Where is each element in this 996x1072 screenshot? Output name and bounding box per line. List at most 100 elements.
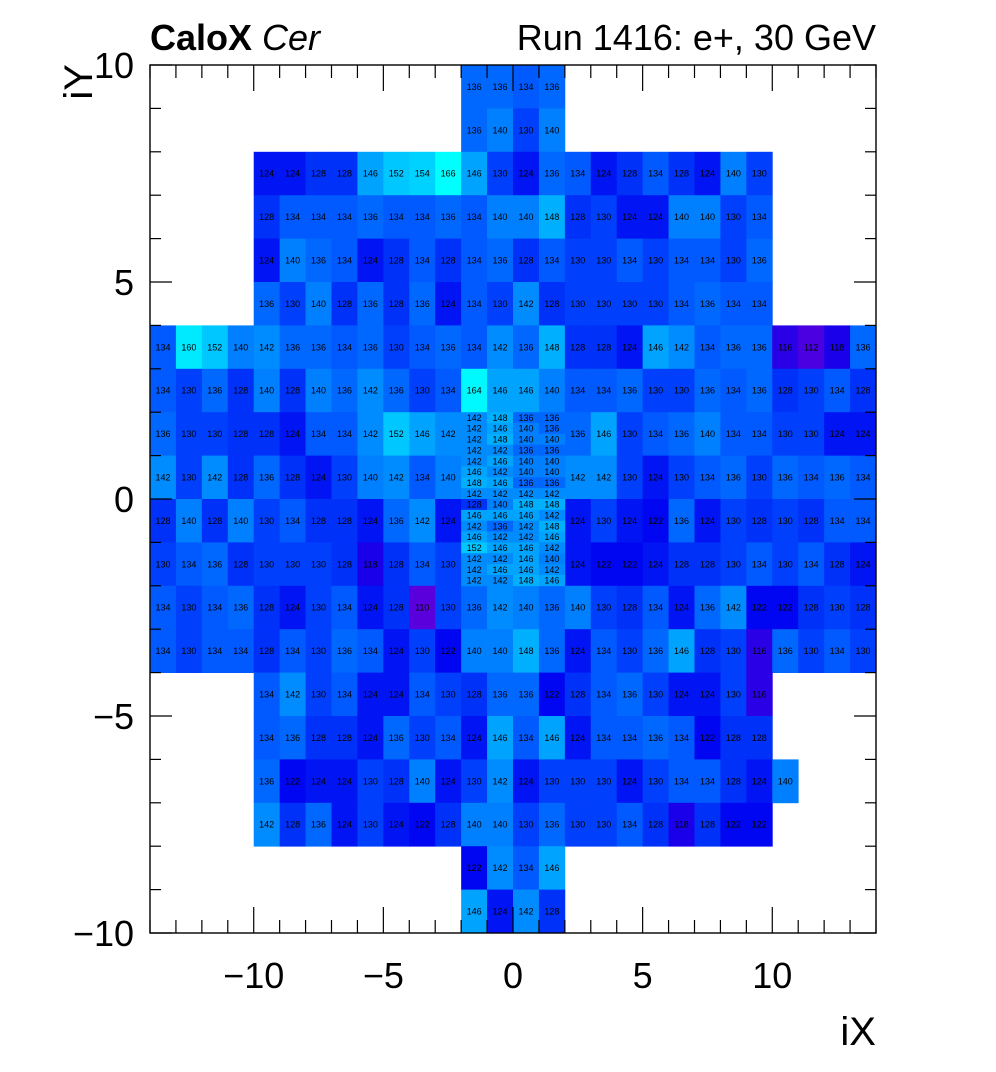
cell-value-label: 140 xyxy=(311,299,326,309)
cell-value-label: 134 xyxy=(648,429,663,439)
heatmap-cell xyxy=(746,325,773,370)
cell-value-label: 130 xyxy=(415,733,430,743)
cell-value-label: 146 xyxy=(493,456,508,466)
cell-value-label: 124 xyxy=(700,690,715,700)
cell-value-label: 140 xyxy=(674,212,689,222)
heatmap-cell xyxy=(175,368,203,413)
cell-value-label: 146 xyxy=(493,424,508,434)
heatmap-cell xyxy=(461,488,488,500)
heatmap-cell xyxy=(720,151,747,196)
cell-value-label: 130 xyxy=(311,646,326,656)
cell-value-label: 134 xyxy=(674,256,689,266)
heatmap-cell xyxy=(513,423,540,435)
cell-value-label: 130 xyxy=(778,516,793,526)
heatmap-cell xyxy=(538,889,566,934)
cell-value-label: 130 xyxy=(259,559,274,569)
heatmap-cell xyxy=(305,455,332,500)
cell-value-label: 130 xyxy=(467,776,482,786)
heatmap-cell xyxy=(175,412,203,456)
chart-title-right: Run 1416: e+, 30 GeV xyxy=(517,17,876,58)
cell-value-label: 142 xyxy=(493,603,508,613)
cell-value-label: 136 xyxy=(700,603,715,613)
heatmap-cell xyxy=(383,455,410,500)
cell-value-label: 136 xyxy=(778,473,793,483)
heatmap-cell xyxy=(538,433,566,446)
heatmap-cell xyxy=(357,759,384,804)
heatmap-cell xyxy=(616,542,644,587)
heatmap-cell xyxy=(461,846,488,890)
heatmap-cell xyxy=(772,542,799,587)
heatmap-cell xyxy=(538,444,566,456)
cell-value-label: 124 xyxy=(259,256,274,266)
cell-value-label: 130 xyxy=(674,473,689,483)
cell-value-label: 128 xyxy=(337,559,352,569)
cell-value-label: 124 xyxy=(363,690,378,700)
cell-value-label: 148 xyxy=(518,646,533,656)
cell-value-label: 128 xyxy=(467,500,482,510)
cell-value-label: 134 xyxy=(570,386,585,396)
heatmap-cell xyxy=(383,368,410,413)
heatmap-cell xyxy=(253,151,281,196)
cell-value-label: 134 xyxy=(830,516,845,526)
heatmap-cell xyxy=(513,564,540,576)
heatmap-cell xyxy=(435,672,462,717)
heatmap-cell xyxy=(824,455,851,500)
cell-value-label: 130 xyxy=(544,776,559,786)
heatmap-cell xyxy=(409,585,436,630)
cell-value-label: 130 xyxy=(778,559,793,569)
cell-value-label: 130 xyxy=(285,559,300,569)
heatmap-cell xyxy=(461,325,488,370)
cell-value-label: 134 xyxy=(337,603,352,613)
heatmap-cell xyxy=(694,499,721,543)
cell-value-label: 130 xyxy=(726,256,741,266)
cell-value-label: 130 xyxy=(648,256,663,266)
cell-value-label: 124 xyxy=(570,559,585,569)
cell-value-label: 136 xyxy=(363,299,378,309)
cell-value-label: 134 xyxy=(622,733,637,743)
cell-value-label: 146 xyxy=(493,511,508,521)
cell-value-label: 134 xyxy=(752,429,767,439)
y-tick-label: 0 xyxy=(114,479,134,520)
heatmap-cell xyxy=(383,195,410,239)
heatmap-cell xyxy=(746,802,773,847)
heatmap-cell xyxy=(590,759,618,804)
cell-value-label: 146 xyxy=(596,429,611,439)
heatmap-cell xyxy=(513,108,540,153)
cell-value-label: 128 xyxy=(674,169,689,179)
cell-value-label: 136 xyxy=(544,603,559,613)
cell-value-label: 140 xyxy=(518,467,533,477)
cell-value-label: 148 xyxy=(544,342,559,352)
cell-value-label: 136 xyxy=(518,478,533,488)
heatmap-cell xyxy=(538,553,566,565)
cell-value-label: 140 xyxy=(544,456,559,466)
heatmap-cell xyxy=(383,238,410,283)
heatmap-cell xyxy=(331,282,358,326)
cell-value-label: 134 xyxy=(285,646,300,656)
heatmap-cell xyxy=(772,499,799,543)
heatmap-cell xyxy=(383,325,410,370)
heatmap-cell xyxy=(279,542,306,587)
heatmap-cell xyxy=(487,151,514,196)
heatmap-cell xyxy=(538,846,566,890)
cell-value-label: 124 xyxy=(830,429,845,439)
heatmap-cell xyxy=(461,672,488,717)
heatmap-cell xyxy=(461,564,488,576)
cell-value-label: 142 xyxy=(518,299,533,309)
heatmap-cell xyxy=(616,802,644,847)
heatmap-cell xyxy=(461,444,488,456)
cell-value-label: 124 xyxy=(389,820,404,830)
cell-value-label: 124 xyxy=(389,646,404,656)
cell-value-label: 136 xyxy=(207,386,222,396)
cell-value-label: 122 xyxy=(726,820,741,830)
cell-value-label: 128 xyxy=(337,299,352,309)
heatmap-cell xyxy=(538,542,566,554)
cell-value-label: 134 xyxy=(467,342,482,352)
cell-value-label: 136 xyxy=(441,212,456,222)
cell-value-label: 130 xyxy=(415,386,430,396)
heatmap-cell xyxy=(538,672,566,717)
heatmap-cell xyxy=(772,325,799,370)
cell-value-label: 134 xyxy=(155,646,170,656)
cell-value-label: 146 xyxy=(493,386,508,396)
cell-value-label: 128 xyxy=(259,603,274,613)
cell-value-label: 142 xyxy=(518,489,533,499)
